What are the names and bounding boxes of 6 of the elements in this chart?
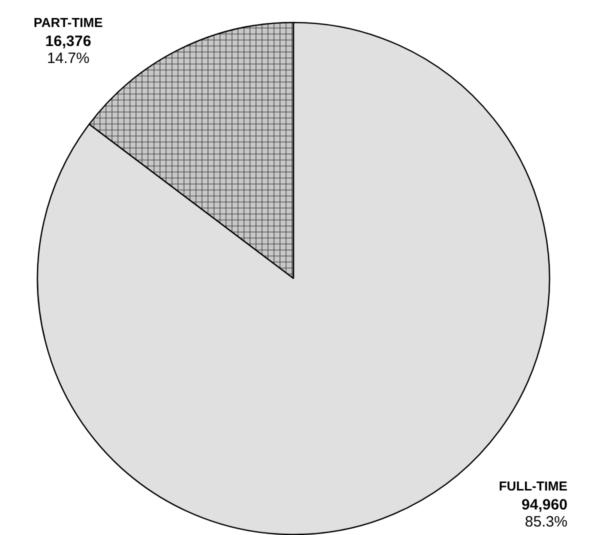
data-label: 16,376 xyxy=(45,32,92,50)
text: 85.3% xyxy=(524,513,568,530)
slice-label: PART-TIME xyxy=(34,14,104,30)
slice-label: FULL-TIME xyxy=(498,478,568,494)
data-label: 94,960 xyxy=(522,496,568,514)
text: 14.7% xyxy=(46,50,90,67)
